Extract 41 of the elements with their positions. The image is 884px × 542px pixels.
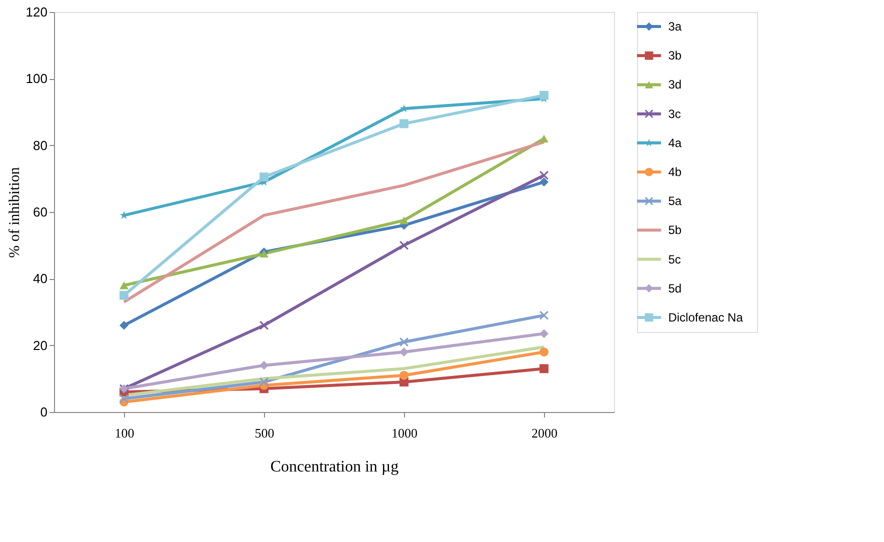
legend-label: 5d [668, 281, 682, 296]
y-tick-label: 0 [40, 404, 48, 420]
point [540, 364, 548, 374]
legend-label: 4a [668, 136, 682, 150]
x-tick-label: 1000 [392, 426, 418, 440]
legend-label: 5b [668, 223, 682, 238]
point [540, 178, 548, 186]
point [260, 378, 268, 386]
legend-label: 5c [668, 252, 681, 266]
point [400, 338, 408, 346]
y-tick-label: 20 [33, 338, 48, 353]
point [540, 134, 548, 143]
x-tick-label: 100 [114, 426, 134, 440]
point [540, 90, 548, 100]
legend-label: 3d [668, 78, 682, 92]
y-tick-label: 40 [33, 271, 48, 286]
point [120, 281, 128, 290]
x-tick-label: 2000 [532, 426, 558, 440]
legend-label: 4b [668, 165, 682, 179]
y-tick-label: 60 [33, 204, 48, 220]
point [120, 290, 128, 300]
legend-label: 3b [668, 48, 682, 63]
legend-label: 3c [668, 106, 681, 121]
point [400, 216, 408, 224]
point [120, 320, 128, 330]
point [540, 329, 548, 338]
x-axis-title: Concentration in µg [270, 458, 399, 476]
point [540, 348, 548, 356]
y-tick-label: 120 [26, 4, 48, 20]
y-tick-label: 100 [26, 71, 48, 86]
point [400, 348, 408, 356]
y-axis-title: % of inhibition [6, 166, 23, 258]
legend-label: Diclofenac Na [668, 310, 744, 324]
legend-label: 3a [668, 20, 682, 34]
point [260, 172, 268, 182]
point [400, 119, 408, 128]
point [260, 360, 268, 370]
y-tick-label: 80 [33, 138, 48, 153]
x-tick-label: 500 [254, 426, 274, 440]
legend-label: 5a [668, 194, 682, 208]
point [400, 370, 408, 380]
